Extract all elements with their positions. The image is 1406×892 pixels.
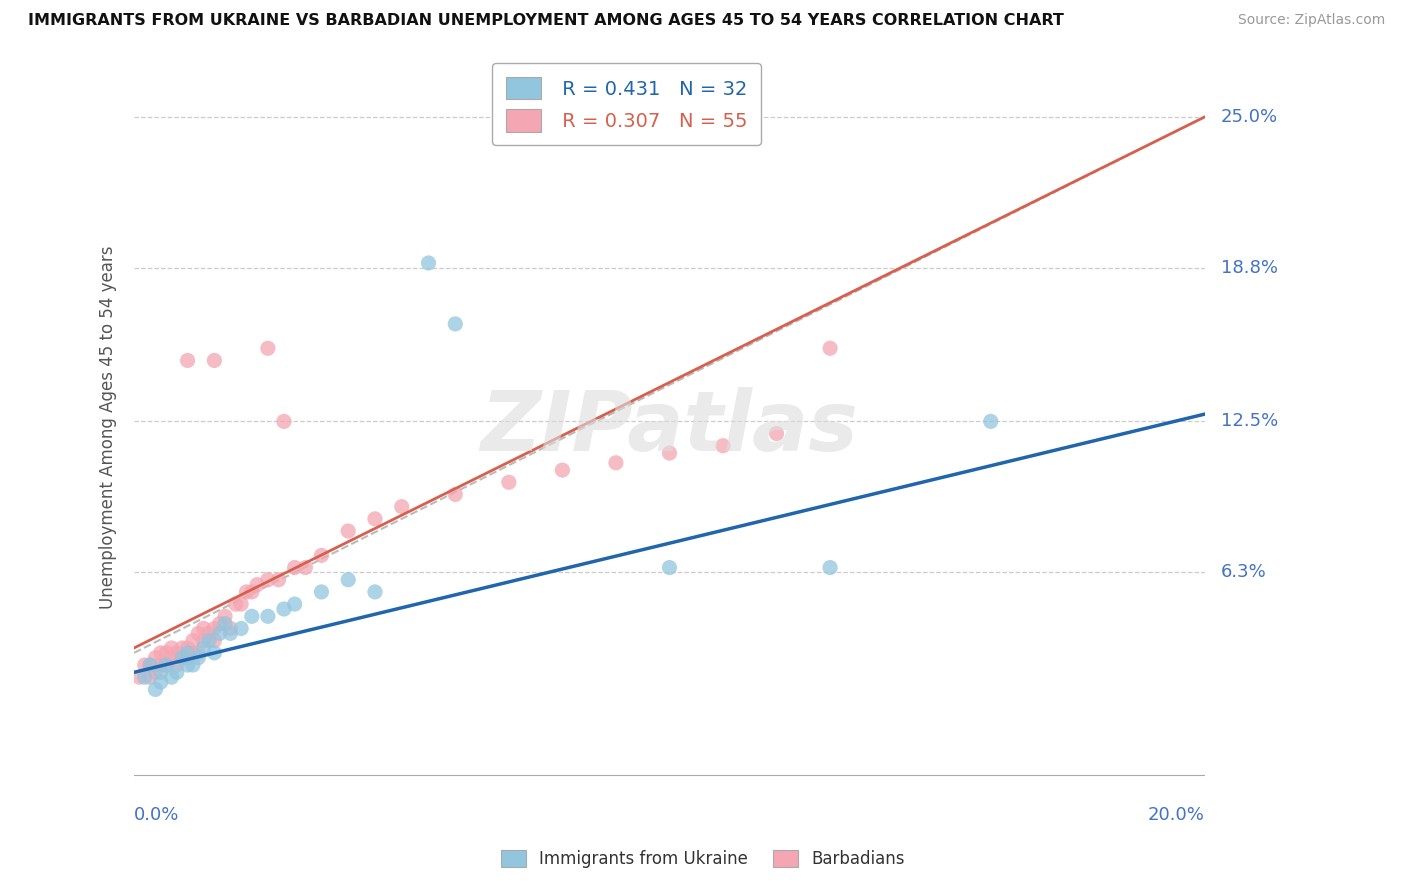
Point	[172, 640, 194, 655]
Point	[229, 597, 252, 611]
Point	[337, 573, 360, 587]
Point	[160, 640, 183, 655]
Point	[202, 646, 225, 660]
Point	[208, 626, 231, 640]
Point	[257, 573, 280, 587]
Point	[149, 665, 172, 680]
Point	[257, 609, 280, 624]
Point	[145, 650, 167, 665]
Point	[128, 670, 150, 684]
Point	[208, 616, 231, 631]
Point	[176, 650, 198, 665]
Legend: Immigrants from Ukraine, Barbadians: Immigrants from Ukraine, Barbadians	[495, 843, 911, 875]
Point	[198, 626, 221, 640]
Point	[214, 616, 236, 631]
Point	[284, 560, 307, 574]
Text: 0.0%: 0.0%	[134, 806, 180, 824]
Point	[181, 658, 204, 673]
Point	[818, 560, 841, 574]
Point	[229, 622, 252, 636]
Point	[364, 512, 387, 526]
Point	[166, 646, 188, 660]
Point	[166, 658, 188, 673]
Point	[176, 353, 198, 368]
Point	[219, 622, 242, 636]
Text: 25.0%: 25.0%	[1220, 108, 1278, 126]
Point	[364, 585, 387, 599]
Point	[267, 573, 290, 587]
Point	[498, 475, 520, 490]
Text: IMMIGRANTS FROM UKRAINE VS BARBADIAN UNEMPLOYMENT AMONG AGES 45 TO 54 YEARS CORR: IMMIGRANTS FROM UKRAINE VS BARBADIAN UNE…	[28, 13, 1064, 29]
Point	[145, 665, 167, 680]
Point	[980, 414, 1002, 428]
Point	[176, 646, 198, 660]
Point	[166, 665, 188, 680]
Y-axis label: Unemployment Among Ages 45 to 54 years: Unemployment Among Ages 45 to 54 years	[100, 245, 117, 609]
Point	[202, 353, 225, 368]
Point	[198, 633, 221, 648]
Point	[172, 650, 194, 665]
Point	[187, 650, 209, 665]
Point	[149, 646, 172, 660]
Legend:  R = 0.431   N = 32,  R = 0.307   N = 55: R = 0.431 N = 32, R = 0.307 N = 55	[492, 63, 761, 145]
Point	[149, 658, 172, 673]
Text: 12.5%: 12.5%	[1220, 412, 1278, 430]
Point	[225, 597, 247, 611]
Point	[337, 524, 360, 538]
Point	[551, 463, 574, 477]
Point	[658, 446, 681, 460]
Point	[219, 626, 242, 640]
Point	[134, 670, 156, 684]
Point	[193, 633, 215, 648]
Point	[176, 658, 198, 673]
Point	[765, 426, 787, 441]
Point	[202, 633, 225, 648]
Point	[235, 585, 257, 599]
Point	[284, 597, 307, 611]
Point	[240, 585, 263, 599]
Point	[149, 675, 172, 690]
Point	[172, 650, 194, 665]
Point	[391, 500, 413, 514]
Point	[711, 439, 734, 453]
Point	[139, 658, 162, 673]
Point	[145, 682, 167, 697]
Point	[658, 560, 681, 574]
Point	[193, 622, 215, 636]
Point	[444, 317, 467, 331]
Point	[155, 646, 177, 660]
Point	[311, 585, 333, 599]
Point	[818, 341, 841, 355]
Text: 18.8%: 18.8%	[1220, 259, 1278, 277]
Point	[444, 487, 467, 501]
Point	[418, 256, 440, 270]
Point	[246, 577, 269, 591]
Point	[187, 646, 209, 660]
Text: Source: ZipAtlas.com: Source: ZipAtlas.com	[1237, 13, 1385, 28]
Point	[257, 341, 280, 355]
Point	[181, 633, 204, 648]
Text: 20.0%: 20.0%	[1149, 806, 1205, 824]
Point	[240, 609, 263, 624]
Point	[155, 658, 177, 673]
Point	[273, 602, 295, 616]
Point	[187, 626, 209, 640]
Text: ZIPatlas: ZIPatlas	[481, 387, 859, 468]
Point	[214, 609, 236, 624]
Point	[139, 670, 162, 684]
Point	[294, 560, 316, 574]
Text: 6.3%: 6.3%	[1220, 564, 1267, 582]
Point	[139, 658, 162, 673]
Point	[181, 646, 204, 660]
Point	[160, 650, 183, 665]
Point	[605, 456, 627, 470]
Point	[311, 549, 333, 563]
Point	[155, 658, 177, 673]
Point	[273, 414, 295, 428]
Point	[202, 622, 225, 636]
Point	[160, 670, 183, 684]
Point	[193, 640, 215, 655]
Point	[134, 658, 156, 673]
Point	[176, 640, 198, 655]
